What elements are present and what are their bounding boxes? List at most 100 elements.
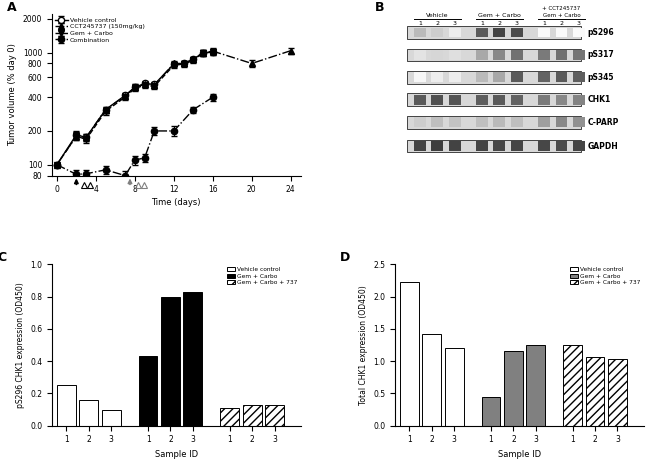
Bar <box>538 95 550 105</box>
Bar <box>79 400 98 426</box>
Bar <box>538 72 550 82</box>
Bar <box>556 27 567 37</box>
Text: 2: 2 <box>436 21 439 26</box>
Y-axis label: Tumor volume (% day 0): Tumor volume (% day 0) <box>8 44 18 146</box>
Bar <box>511 27 523 37</box>
Text: 1: 1 <box>418 21 422 26</box>
Bar <box>608 359 627 426</box>
Bar <box>556 95 567 105</box>
Text: C: C <box>0 251 6 264</box>
Text: Vehicle: Vehicle <box>426 13 448 18</box>
Bar <box>493 50 505 60</box>
Bar <box>476 141 488 151</box>
Bar <box>445 348 463 426</box>
Bar <box>431 95 443 105</box>
Bar <box>573 117 585 127</box>
Bar <box>431 141 443 151</box>
Bar <box>414 50 426 60</box>
X-axis label: Sample ID: Sample ID <box>498 450 541 459</box>
Bar <box>408 26 581 39</box>
Text: A: A <box>7 1 17 14</box>
Bar <box>448 72 461 82</box>
Text: 1: 1 <box>542 21 546 26</box>
Bar <box>586 357 604 426</box>
Bar <box>57 385 76 426</box>
Bar <box>476 117 488 127</box>
Bar <box>242 405 261 426</box>
Text: 2: 2 <box>560 21 564 26</box>
Bar <box>265 405 284 426</box>
Text: pS296: pS296 <box>588 28 614 37</box>
Text: D: D <box>341 251 350 264</box>
Text: C-PARP: C-PARP <box>588 118 619 127</box>
Bar <box>431 117 443 127</box>
Legend: Vehicle control, Gem + Carbo, Gem + Carbo + 737: Vehicle control, Gem + Carbo, Gem + Carb… <box>567 265 643 288</box>
Bar <box>183 292 202 426</box>
Bar <box>431 72 443 82</box>
Bar <box>448 27 461 37</box>
Bar <box>476 27 488 37</box>
Bar <box>408 140 581 152</box>
Bar <box>138 356 157 426</box>
Bar <box>161 297 180 426</box>
Bar <box>408 94 581 106</box>
Text: Gem + Carbo: Gem + Carbo <box>478 13 521 18</box>
Text: B: B <box>375 1 385 14</box>
X-axis label: Sample ID: Sample ID <box>155 450 198 459</box>
Text: 3: 3 <box>577 21 581 26</box>
Legend: Vehicle control, Gem + Carbo, Gem + Carbo + 737: Vehicle control, Gem + Carbo, Gem + Carb… <box>224 265 300 288</box>
Bar <box>493 117 505 127</box>
Bar <box>526 345 545 426</box>
Bar <box>573 50 585 60</box>
Bar <box>511 72 523 82</box>
Bar <box>476 72 488 82</box>
Bar <box>556 50 567 60</box>
Bar <box>511 117 523 127</box>
Bar <box>476 50 488 60</box>
Bar <box>493 27 505 37</box>
Bar <box>448 141 461 151</box>
Bar <box>482 397 500 426</box>
Bar <box>414 117 426 127</box>
Bar <box>556 117 567 127</box>
Text: CHK1: CHK1 <box>588 95 611 104</box>
Bar <box>448 117 461 127</box>
Y-axis label: Total CHK1 expression (OD450): Total CHK1 expression (OD450) <box>359 285 367 405</box>
Bar <box>538 141 550 151</box>
Bar <box>511 50 523 60</box>
Bar <box>493 72 505 82</box>
Bar <box>414 141 426 151</box>
Text: pS317: pS317 <box>588 51 614 60</box>
Bar <box>493 95 505 105</box>
Bar <box>511 95 523 105</box>
Bar <box>414 27 426 37</box>
Bar <box>408 116 581 129</box>
Bar <box>573 27 585 37</box>
Bar <box>414 95 426 105</box>
Bar <box>431 27 443 37</box>
Bar <box>573 95 585 105</box>
Bar <box>564 345 582 426</box>
Text: + CCT245737: + CCT245737 <box>542 6 580 11</box>
Bar <box>414 72 426 82</box>
Bar <box>504 351 523 426</box>
Bar <box>408 71 581 84</box>
Bar <box>448 95 461 105</box>
Text: 3: 3 <box>452 21 456 26</box>
Text: GAPDH: GAPDH <box>588 141 618 150</box>
Bar <box>493 141 505 151</box>
Text: 2: 2 <box>497 21 501 26</box>
Bar <box>556 72 567 82</box>
Bar <box>476 95 488 105</box>
Bar <box>448 50 461 60</box>
Bar <box>400 282 419 426</box>
Text: pS345: pS345 <box>588 73 614 82</box>
Bar <box>538 50 550 60</box>
Bar <box>538 27 550 37</box>
Text: Time (days): Time (days) <box>151 198 201 207</box>
Bar <box>538 117 550 127</box>
Text: Gem + Carbo: Gem + Carbo <box>543 13 580 18</box>
Bar <box>556 141 567 151</box>
Text: 1: 1 <box>480 21 484 26</box>
Bar <box>408 49 581 61</box>
